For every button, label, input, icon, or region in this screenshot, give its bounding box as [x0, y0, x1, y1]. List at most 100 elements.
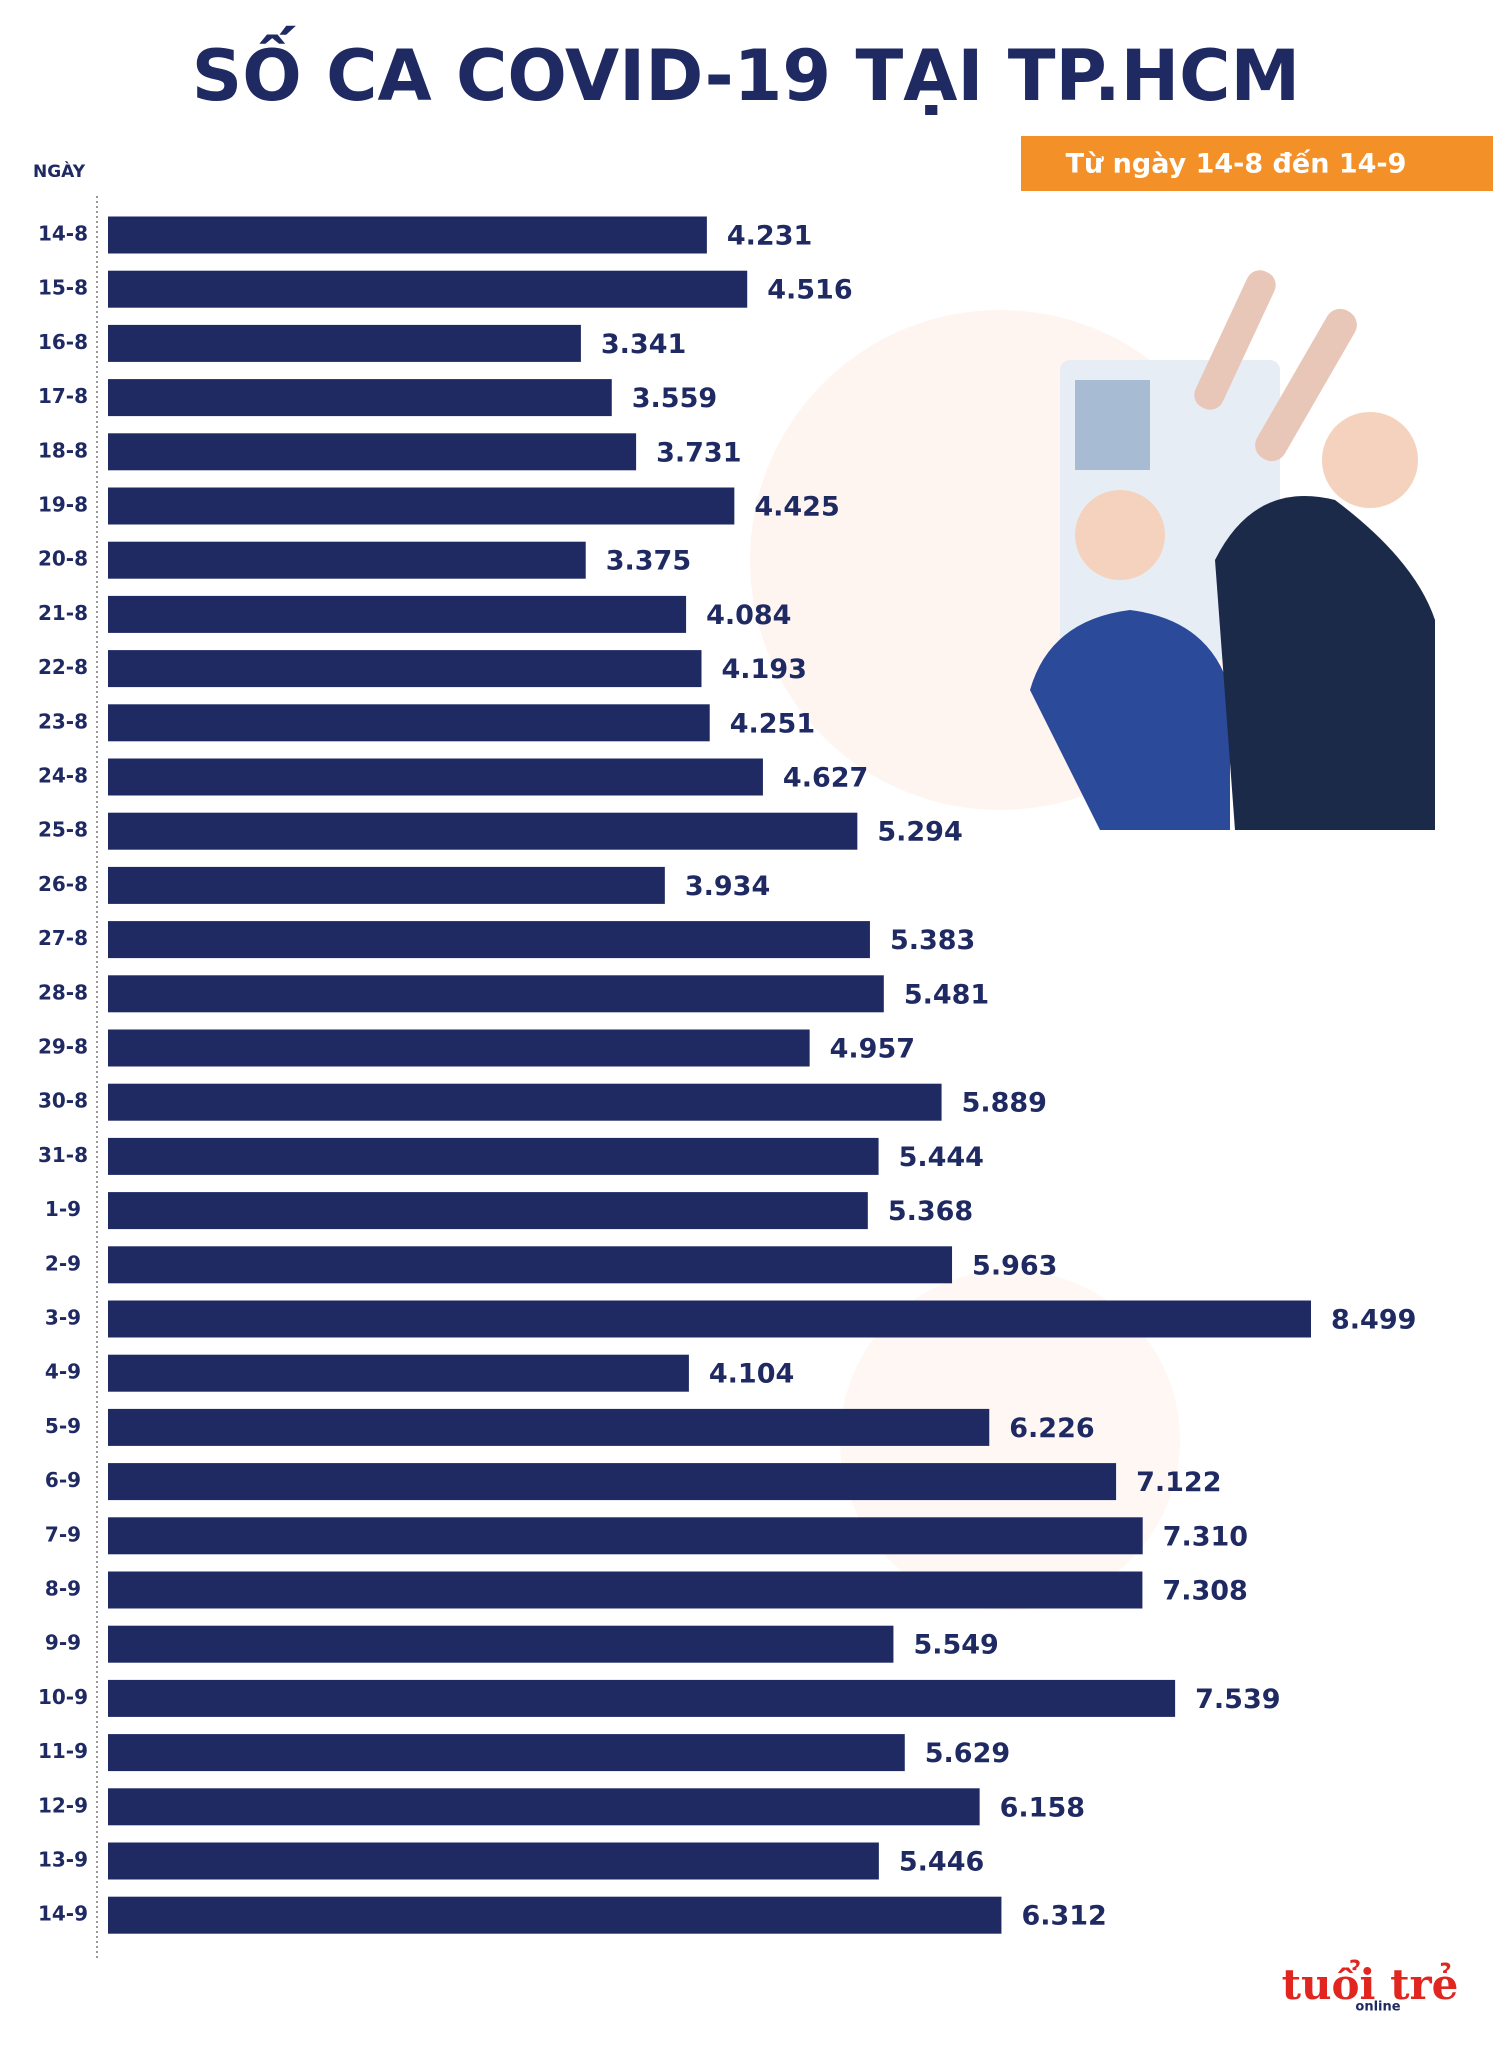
- category-label: 21-8: [38, 601, 88, 625]
- category-label: 30-8: [38, 1089, 88, 1113]
- bar: [108, 1517, 1143, 1555]
- value-label: 4.627: [783, 763, 868, 794]
- tube: [1194, 270, 1276, 410]
- value-label: 3.375: [606, 546, 691, 577]
- bar: [108, 379, 612, 417]
- category-label: 14-9: [38, 1902, 88, 1926]
- value-label: 4.193: [722, 654, 807, 685]
- bar: [108, 216, 707, 254]
- bar: [108, 1842, 879, 1880]
- category-label: 4-9: [45, 1360, 81, 1384]
- value-label: 5.889: [962, 1088, 1047, 1119]
- value-label: 5.549: [913, 1630, 998, 1661]
- value-label: 4.425: [754, 492, 839, 523]
- bar: [108, 1896, 1002, 1934]
- category-label: 27-8: [38, 926, 88, 950]
- value-label: 3.559: [632, 383, 717, 414]
- value-label: 4.957: [830, 1034, 915, 1065]
- bar: [108, 270, 748, 308]
- value-label: 4.104: [709, 1359, 794, 1390]
- person: [1030, 610, 1230, 830]
- value-label: 4.251: [730, 708, 815, 739]
- category-label: 11-9: [38, 1739, 88, 1763]
- category-label: 5-9: [45, 1414, 81, 1438]
- logo: tuổi trẻ: [1282, 1958, 1459, 2009]
- bar: [108, 487, 735, 525]
- category-label: 31-8: [38, 1143, 88, 1167]
- category-label: 1-9: [45, 1197, 81, 1221]
- category-label: 8-9: [45, 1577, 81, 1601]
- category-label: 2-9: [45, 1251, 81, 1275]
- category-label: 22-8: [38, 655, 88, 679]
- bar: [108, 921, 870, 959]
- category-label: 20-8: [38, 547, 88, 571]
- bar: [108, 1192, 868, 1230]
- value-label: 6.158: [1000, 1792, 1085, 1823]
- bar: [108, 1137, 879, 1175]
- bar: [108, 1408, 990, 1446]
- bar: [108, 650, 702, 688]
- value-label: 3.341: [601, 329, 686, 360]
- category-label: 28-8: [38, 980, 88, 1004]
- value-label: 7.539: [1195, 1684, 1280, 1715]
- value-label: 8.499: [1331, 1305, 1416, 1336]
- bar: [108, 1246, 953, 1284]
- value-label: 7.310: [1163, 1521, 1248, 1552]
- value-label: 5.963: [972, 1250, 1057, 1281]
- value-label: 6.312: [1021, 1901, 1106, 1932]
- category-label: 3-9: [45, 1306, 81, 1330]
- bar: [108, 704, 710, 742]
- value-label: 3.731: [656, 437, 741, 468]
- value-label: 4.231: [727, 221, 812, 252]
- subtitle: Từ ngày 14-8 đến 14-9: [1066, 149, 1407, 180]
- person-head: [1322, 412, 1418, 508]
- category-label: 25-8: [38, 818, 88, 842]
- category-label: 13-9: [38, 1848, 88, 1872]
- category-label: 6-9: [45, 1468, 81, 1492]
- bar: [108, 1354, 689, 1392]
- category-label: 14-8: [38, 222, 88, 246]
- value-label: 5.629: [925, 1738, 1010, 1769]
- subtitle-box: [1021, 136, 1493, 191]
- bar: [108, 866, 665, 904]
- bar: [108, 975, 884, 1013]
- category-label: 17-8: [38, 384, 88, 408]
- document-photo: [1075, 380, 1150, 470]
- bar: [108, 1029, 810, 1067]
- bar: [108, 433, 637, 471]
- bar: [108, 812, 858, 850]
- axis-label: NGÀY: [33, 160, 86, 182]
- bar: [108, 1083, 942, 1121]
- category-label: 15-8: [38, 276, 88, 300]
- value-label: 7.122: [1136, 1467, 1221, 1498]
- logo-sub: online: [1355, 2000, 1400, 2015]
- bar: [108, 1679, 1176, 1717]
- bar: [108, 324, 581, 362]
- value-label: 4.084: [706, 600, 791, 631]
- value-label: 3.934: [685, 871, 770, 902]
- category-label: 18-8: [38, 438, 88, 462]
- value-label: 7.308: [1162, 1576, 1247, 1607]
- category-label: 7-9: [45, 1522, 81, 1546]
- value-label: 5.446: [899, 1847, 984, 1878]
- value-label: 5.444: [899, 1142, 984, 1173]
- category-label: 9-9: [45, 1631, 81, 1655]
- chart-title: SỐ CA COVID-19 TẠI TP.HCM: [192, 26, 1300, 117]
- category-label: 19-8: [38, 493, 88, 517]
- category-label: 16-8: [38, 330, 88, 354]
- illustration: [1030, 270, 1435, 830]
- bar: [108, 1734, 905, 1772]
- bar: [108, 1571, 1143, 1609]
- person: [1215, 496, 1435, 830]
- category-label: 10-9: [38, 1685, 88, 1709]
- value-label: 4.516: [767, 275, 852, 306]
- value-label: 6.226: [1009, 1413, 1094, 1444]
- category-label: 29-8: [38, 1035, 88, 1059]
- bar: [108, 758, 763, 796]
- bar: [108, 1788, 980, 1826]
- category-label: 12-9: [38, 1793, 88, 1817]
- value-label: 5.481: [904, 979, 989, 1010]
- category-label: 24-8: [38, 764, 88, 788]
- tube: [1255, 308, 1357, 462]
